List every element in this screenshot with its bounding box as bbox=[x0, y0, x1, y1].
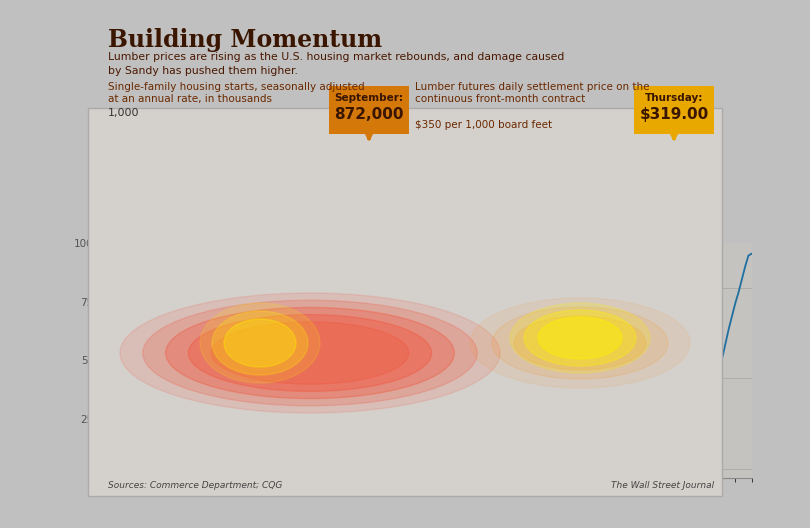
Text: at an annual rate, in thousands: at an annual rate, in thousands bbox=[108, 94, 272, 104]
Bar bbox=[352, 302, 359, 478]
Bar bbox=[144, 343, 151, 478]
Text: The Wall Street Journal: The Wall Street Journal bbox=[611, 481, 714, 490]
Text: Single-family housing starts, seasonally adjusted: Single-family housing starts, seasonally… bbox=[108, 82, 364, 92]
Bar bbox=[135, 337, 143, 478]
Ellipse shape bbox=[120, 293, 500, 413]
Ellipse shape bbox=[165, 307, 454, 399]
Bar bbox=[111, 333, 118, 478]
Bar bbox=[285, 328, 292, 478]
Text: $350 per 1,000 board feet: $350 per 1,000 board feet bbox=[415, 120, 552, 130]
Text: Sources: Commerce Department; CQG: Sources: Commerce Department; CQG bbox=[108, 481, 283, 490]
Bar bbox=[202, 346, 209, 478]
Text: $319.00: $319.00 bbox=[639, 107, 709, 122]
Text: 872,000: 872,000 bbox=[335, 107, 403, 122]
Bar bbox=[194, 358, 201, 478]
Bar bbox=[310, 319, 318, 478]
Bar bbox=[211, 341, 218, 478]
FancyBboxPatch shape bbox=[329, 86, 409, 134]
Bar bbox=[335, 309, 342, 478]
Bar bbox=[277, 335, 284, 478]
Ellipse shape bbox=[538, 317, 622, 359]
Ellipse shape bbox=[189, 315, 432, 391]
Bar bbox=[152, 348, 160, 478]
Bar bbox=[260, 345, 267, 478]
Bar bbox=[227, 347, 234, 478]
Text: Building Momentum: Building Momentum bbox=[108, 28, 382, 52]
Bar bbox=[252, 345, 259, 478]
Ellipse shape bbox=[524, 310, 636, 366]
Text: 1,000: 1,000 bbox=[108, 108, 139, 118]
Bar bbox=[268, 341, 275, 478]
Bar bbox=[119, 325, 126, 478]
Bar bbox=[160, 351, 168, 478]
FancyBboxPatch shape bbox=[634, 86, 714, 134]
Bar bbox=[177, 350, 185, 478]
Bar bbox=[326, 313, 334, 478]
Ellipse shape bbox=[224, 319, 296, 367]
Text: Lumber futures daily settlement price on the: Lumber futures daily settlement price on… bbox=[415, 82, 650, 92]
Bar bbox=[235, 348, 242, 478]
Ellipse shape bbox=[212, 311, 308, 375]
Bar bbox=[168, 347, 176, 478]
Bar bbox=[185, 352, 193, 478]
Bar bbox=[343, 307, 351, 478]
Bar bbox=[368, 273, 375, 478]
Ellipse shape bbox=[143, 300, 477, 406]
Bar bbox=[318, 316, 326, 478]
Text: continuous front-month contract: continuous front-month contract bbox=[415, 94, 586, 104]
Text: Lumber prices are rising as the U.S. housing market rebounds, and damage caused
: Lumber prices are rising as the U.S. hou… bbox=[108, 52, 565, 76]
Bar bbox=[360, 301, 367, 478]
FancyBboxPatch shape bbox=[88, 108, 722, 496]
Ellipse shape bbox=[510, 303, 650, 373]
Bar bbox=[293, 324, 301, 478]
Bar bbox=[127, 332, 134, 478]
Text: September:: September: bbox=[335, 93, 403, 103]
Ellipse shape bbox=[211, 322, 409, 384]
Ellipse shape bbox=[470, 298, 690, 388]
Text: Thursday:: Thursday: bbox=[645, 93, 703, 103]
Ellipse shape bbox=[200, 303, 320, 383]
Ellipse shape bbox=[514, 316, 646, 370]
Bar bbox=[301, 322, 309, 478]
Bar bbox=[244, 345, 251, 478]
Bar bbox=[219, 344, 226, 478]
Ellipse shape bbox=[492, 307, 668, 379]
